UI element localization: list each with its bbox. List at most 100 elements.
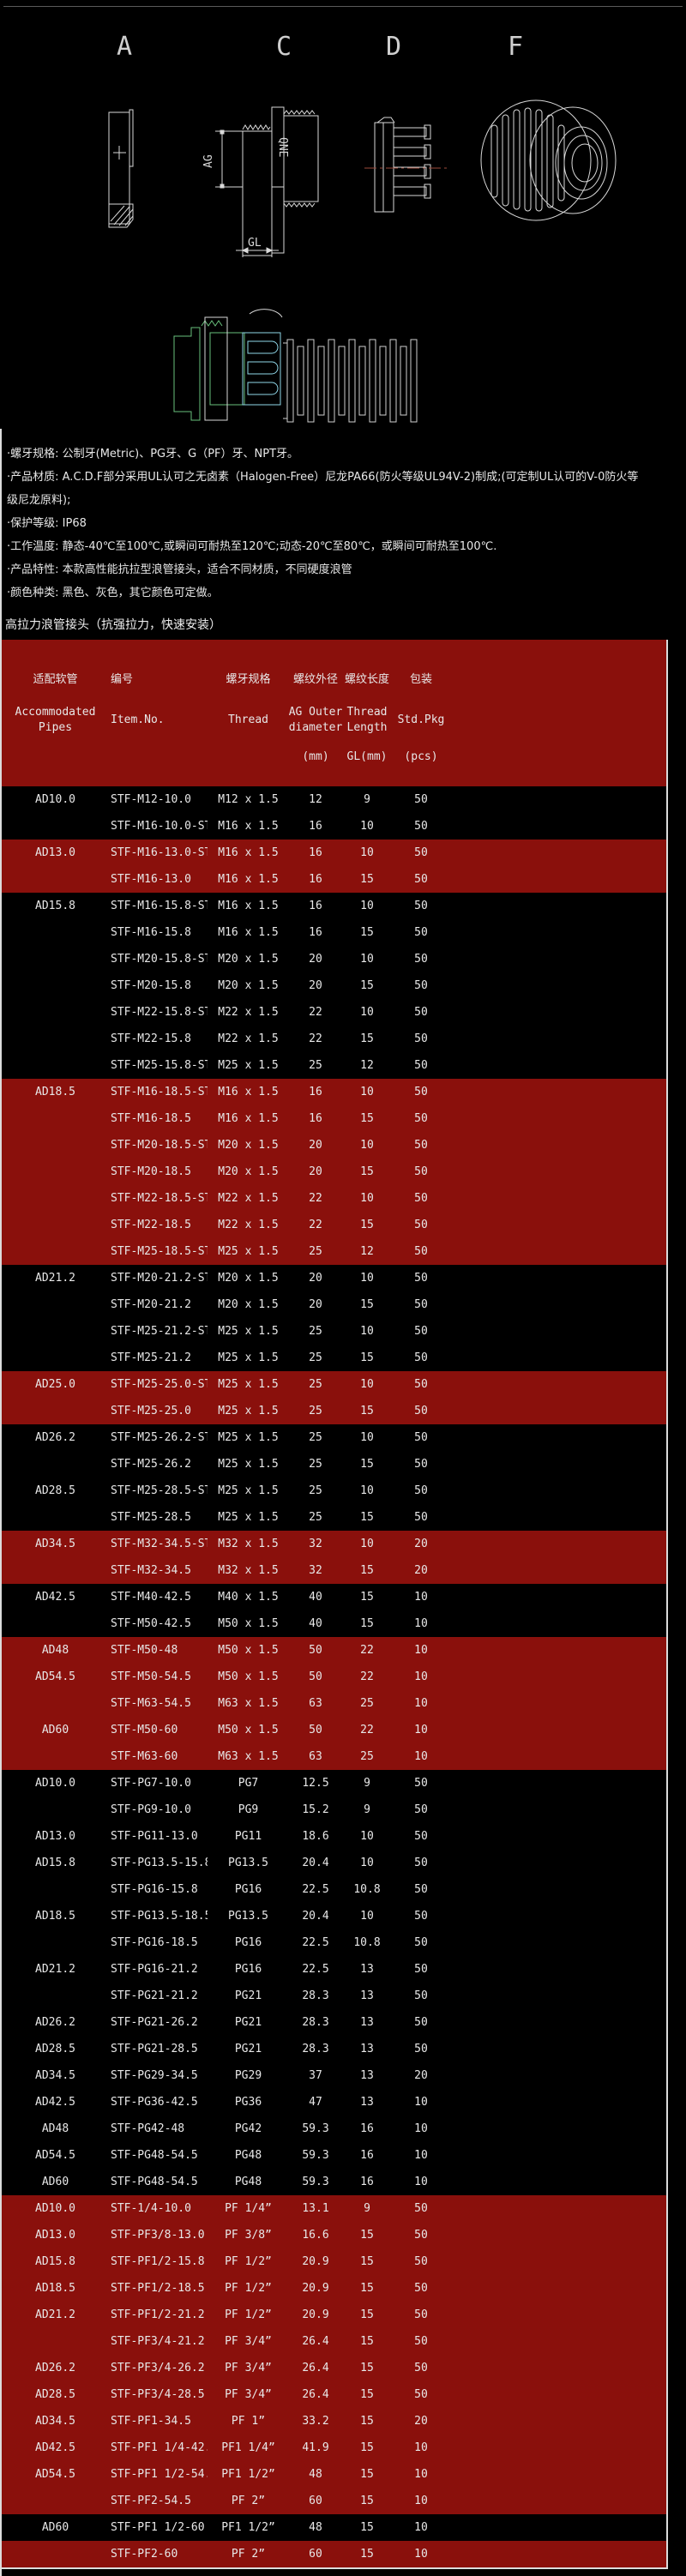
cell-ag: 26.4 bbox=[289, 2355, 342, 2381]
cell-pipe bbox=[2, 1504, 109, 1531]
cell-gl: 15 bbox=[342, 919, 392, 946]
table-row: AD54.5 STF-M50-54.5 M50 x 1.5 50 22 10 bbox=[2, 1664, 666, 1690]
cell-gl: 9 bbox=[342, 786, 392, 813]
cell-gl: 10 bbox=[342, 946, 392, 972]
cell-ag: 20.4 bbox=[289, 1850, 342, 1876]
table-row: AD26.2 STF-PF3/4-26.2 PF 3/4” 26.4 15 50 bbox=[2, 2355, 666, 2381]
cell-filler bbox=[450, 2381, 666, 2408]
cell-item: STF-1/4-10.0 bbox=[109, 2195, 208, 2222]
cell-filler bbox=[450, 1159, 666, 1185]
product-specs-section: ·螺牙规格: 公制牙(Metric)、PG牙、G（PF）牙、NPT牙。 ·产品材… bbox=[0, 429, 686, 616]
cell-pkg: 10 bbox=[392, 2514, 450, 2541]
cell-filler bbox=[450, 1531, 666, 1557]
cell-item: STF-PG13.5-18.5 bbox=[109, 1903, 208, 1929]
cell-thread: PG11 bbox=[208, 1823, 289, 1850]
header-accommodated-pipes: 适配软管 Accommodated Pipes bbox=[2, 640, 109, 786]
cell-filler bbox=[450, 1983, 666, 2009]
cell-gl: 15 bbox=[342, 2302, 392, 2328]
cell-pipe bbox=[2, 1690, 109, 1717]
part-label-d: D bbox=[386, 32, 401, 62]
spec-temperature: ·工作温度: 静态-40℃至100℃,或瞬间可耐热至120℃;动态-20℃至80… bbox=[7, 540, 497, 553]
cell-gl: 15 bbox=[342, 1105, 392, 1132]
cell-filler bbox=[450, 1557, 666, 1584]
cell-thread: M16 x 1.5 bbox=[208, 813, 289, 840]
cell-item: STF-M25-25.0-ST bbox=[109, 1371, 208, 1398]
table-row: STF-M50-42.5 M50 x 1.5 40 15 10 bbox=[2, 1610, 666, 1637]
cell-item: STF-PF2-54.5 bbox=[109, 2488, 208, 2514]
cell-pkg: 10 bbox=[392, 2142, 450, 2169]
cell-pkg: 50 bbox=[392, 2302, 450, 2328]
cell-filler bbox=[450, 1770, 666, 1797]
cell-filler bbox=[450, 1345, 666, 1371]
cell-pipe bbox=[2, 1318, 109, 1345]
cell-gl: 22 bbox=[342, 1664, 392, 1690]
cell-gl: 15 bbox=[342, 1451, 392, 1478]
table-row: STF-M22-15.8-ST M22 x 1.5 22 10 50 bbox=[2, 999, 666, 1026]
cell-ag: 25 bbox=[289, 1451, 342, 1478]
table-row: STF-PG21-21.2 PG21 28.3 13 50 bbox=[2, 1983, 666, 2009]
cell-pipe: AD28.5 bbox=[2, 1478, 109, 1504]
cell-gl: 15 bbox=[342, 1212, 392, 1238]
cell-filler bbox=[450, 1185, 666, 1212]
header-en: AG Outer diameter bbox=[288, 705, 343, 734]
cell-thread: M50 x 1.5 bbox=[208, 1637, 289, 1664]
cell-item: STF-PG7-10.0 bbox=[109, 1770, 208, 1797]
cell-thread: PF 1/4” bbox=[208, 2195, 289, 2222]
cell-pkg: 50 bbox=[392, 866, 450, 893]
table-row: AD42.5 STF-PG36-42.5 PG36 47 13 10 bbox=[2, 2089, 666, 2116]
cell-item: STF-PG13.5-15.8 bbox=[109, 1850, 208, 1876]
cell-pkg: 50 bbox=[392, 2195, 450, 2222]
cell-gl: 10 bbox=[342, 1478, 392, 1504]
cell-thread: PG13.5 bbox=[208, 1903, 289, 1929]
cell-thread: PF 2” bbox=[208, 2541, 289, 2567]
cell-filler bbox=[450, 1717, 666, 1743]
cell-thread: PF 1/2” bbox=[208, 2302, 289, 2328]
cell-item: STF-PF1 1/2-54.5 bbox=[109, 2461, 208, 2488]
cell-pipe: AD15.8 bbox=[2, 893, 109, 919]
header-unit: (mm) bbox=[302, 750, 329, 763]
cell-gl: 16 bbox=[342, 2169, 392, 2195]
cell-pipe: AD48 bbox=[2, 1637, 109, 1664]
gland-table: 适配软管 Accommodated Pipes 编号 Item.No. 螺牙规格 bbox=[2, 640, 666, 2567]
cell-thread: PF1 1/4” bbox=[208, 2435, 289, 2461]
cell-filler bbox=[450, 786, 666, 813]
cell-ag: 20.9 bbox=[289, 2275, 342, 2302]
cell-thread: PG16 bbox=[208, 1956, 289, 1983]
cell-filler bbox=[450, 2009, 666, 2036]
cell-pipe bbox=[2, 1610, 109, 1637]
cell-pipe bbox=[2, 1398, 109, 1424]
cell-item: STF-M63-54.5 bbox=[109, 1690, 208, 1717]
table-row: STF-M20-15.8-ST M20 x 1.5 20 10 50 bbox=[2, 946, 666, 972]
cell-pipe bbox=[2, 2328, 109, 2355]
cell-gl: 16 bbox=[342, 2142, 392, 2169]
cell-ag: 22 bbox=[289, 1212, 342, 1238]
table-row: STF-PG9-10.0 PG9 15.2 9 50 bbox=[2, 1797, 666, 1823]
cell-pkg: 10 bbox=[392, 2541, 450, 2567]
cell-item: STF-M25-28.5-ST bbox=[109, 1478, 208, 1504]
cell-pkg: 20 bbox=[392, 2408, 450, 2435]
cell-gl: 15 bbox=[342, 866, 392, 893]
cell-item: STF-M25-26.2 bbox=[109, 1451, 208, 1478]
cell-pkg: 10 bbox=[392, 2461, 450, 2488]
cell-ag: 25 bbox=[289, 1052, 342, 1079]
cell-item: STF-M22-18.5 bbox=[109, 1212, 208, 1238]
cell-pkg: 50 bbox=[392, 1026, 450, 1052]
table-title: 高拉力浪管接头（抗强拉力，快速安装） bbox=[0, 616, 686, 640]
cell-filler bbox=[450, 2275, 666, 2302]
cell-pipe: AD28.5 bbox=[2, 2381, 109, 2408]
cell-filler bbox=[450, 1823, 666, 1850]
cell-pkg: 50 bbox=[392, 1291, 450, 1318]
cell-item: STF-PG42-48 bbox=[109, 2116, 208, 2142]
cell-item: STF-PF1 1/2-60 bbox=[109, 2514, 208, 2541]
cell-filler bbox=[450, 1797, 666, 1823]
gland-table-wrap: 适配软管 Accommodated Pipes 编号 Item.No. 螺牙规格 bbox=[0, 640, 668, 2567]
cell-thread: PF 1” bbox=[208, 2408, 289, 2435]
cell-filler bbox=[450, 2328, 666, 2355]
table-row: STF-M63-54.5 M63 x 1.5 63 25 10 bbox=[2, 1690, 666, 1717]
cell-item: STF-PF2-60 bbox=[109, 2541, 208, 2567]
cell-ag: 13.1 bbox=[289, 2195, 342, 2222]
table-row: AD28.5 STF-M25-28.5-ST M25 x 1.5 25 10 50 bbox=[2, 1478, 666, 1504]
cell-filler bbox=[450, 1052, 666, 1079]
top-divider bbox=[3, 6, 683, 7]
cell-filler bbox=[450, 2036, 666, 2062]
